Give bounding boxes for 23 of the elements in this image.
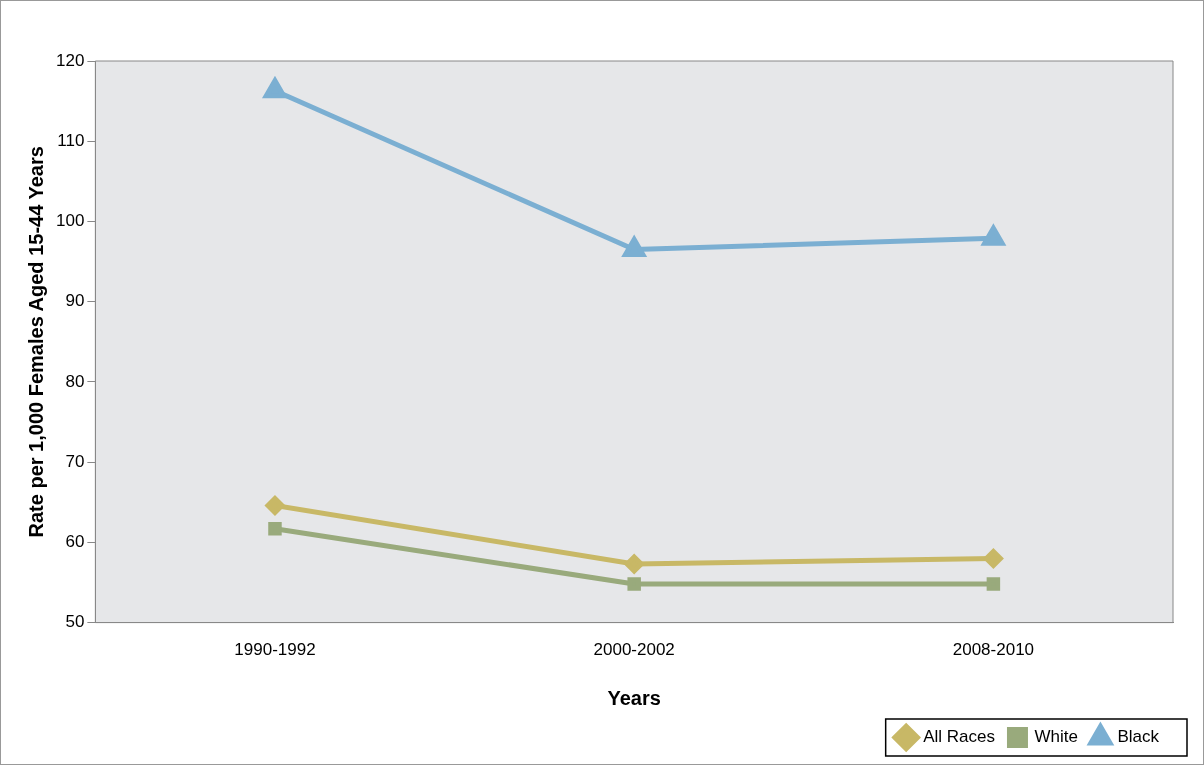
y-tick-label: 90 <box>65 291 85 311</box>
y-tick-label: 120 <box>55 50 85 70</box>
point <box>265 495 285 515</box>
y-tick-label: 110 <box>57 130 85 150</box>
x-axis-title: Years <box>607 686 661 709</box>
y-tick-label: 70 <box>65 451 85 471</box>
point <box>624 554 644 574</box>
x-tick-label: 1990-1992 <box>234 640 316 660</box>
legend-label: White <box>1034 727 1078 747</box>
point <box>627 577 641 591</box>
legend-label: Black <box>1117 727 1160 747</box>
x-tick-label: 2000-2002 <box>593 640 675 660</box>
point <box>986 577 1001 591</box>
y-axis-title: Rate per 1,000 Females Aged 15-44 Years <box>24 146 47 538</box>
y-tick-label: 80 <box>65 371 85 391</box>
x-tick-label: 2008-2010 <box>952 640 1035 660</box>
y-tick-label: 50 <box>65 612 85 632</box>
point <box>983 548 1003 568</box>
y-tick-label: 100 <box>55 211 85 231</box>
point <box>268 521 282 536</box>
legend-label: All Races <box>923 727 995 747</box>
point <box>980 223 1007 246</box>
y-tick-label: 60 <box>65 532 85 552</box>
